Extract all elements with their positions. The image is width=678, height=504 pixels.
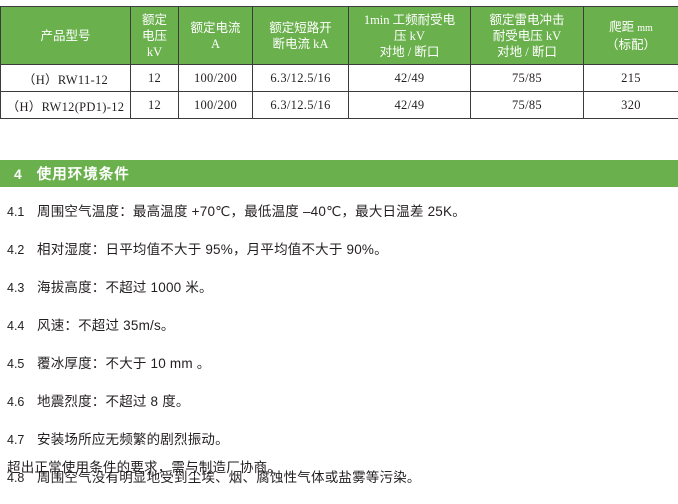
cell-model: （H）RW11-12 [1, 65, 131, 92]
cell-creepage: 320 [584, 92, 678, 119]
list-item-text: 风速：不超过 35m/s。 [37, 314, 678, 334]
closing-note: 超出正常使用条件的要求，需与制造厂协商。 [7, 456, 281, 476]
table-header-row: 产品型号 额定 电压 kV 额定电流 A 额定短路开 断电流 kA 1min 工… [1, 7, 678, 65]
header-line: 额定短路开 [255, 20, 346, 36]
list-item-number: 4.4 [7, 319, 37, 333]
header-line: 1min 工频耐受电 [351, 12, 468, 28]
cell-model: （H）RW12(PD1)-12 [1, 92, 131, 119]
list-item: 4.2 相对湿度：日平均值不大于 95%，月平均值不大于 90%。 [0, 238, 678, 276]
list-item-number: 4.5 [7, 357, 37, 371]
list-item-text: 地震烈度：不超过 8 度。 [37, 390, 678, 410]
header-line: 额定雷电冲击 [473, 12, 581, 28]
column-header-power-frequency-withstand: 1min 工频耐受电 压 kV 对地 / 断口 [349, 7, 471, 65]
cell-rated-voltage: 12 [131, 92, 179, 119]
header-line: 对地 / 断口 [473, 44, 581, 60]
section-title: 使用环境条件 [37, 163, 130, 184]
column-header-breaking-current: 额定短路开 断电流 kA [253, 7, 349, 65]
creepage-unit: mm [637, 23, 653, 34]
section-number: 4 [14, 166, 22, 182]
header-line: 额定电流 [181, 20, 250, 36]
specification-table: 产品型号 额定 电压 kV 额定电流 A 额定短路开 断电流 kA 1min 工… [0, 6, 678, 119]
list-item: 4.5 覆冰厚度：不大于 10 mm 。 [0, 352, 678, 390]
list-item-text: 周围空气温度：最高温度 +70℃，最低温度 –40℃，最大日温差 25K。 [37, 200, 678, 220]
list-item-number: 4.3 [7, 281, 37, 295]
list-item-text: 海拔高度：不超过 1000 米。 [37, 276, 678, 296]
list-item: 4.3 海拔高度：不超过 1000 米。 [0, 276, 678, 314]
header-line: 压 kV [351, 28, 468, 44]
column-header-rated-voltage: 额定 电压 kV [131, 7, 179, 65]
list-item-text: 覆冰厚度：不大于 10 mm 。 [37, 352, 678, 372]
cell-power-frequency: 42/49 [349, 65, 471, 92]
cell-rated-voltage: 12 [131, 65, 179, 92]
section-heading-bar: 4 使用环境条件 [0, 160, 678, 187]
cell-lightning-impulse: 75/85 [471, 92, 584, 119]
header-line: 爬距 mm [586, 19, 676, 37]
list-item: 4.6 地震烈度：不超过 8 度。 [0, 390, 678, 428]
cell-creepage: 215 [584, 65, 678, 92]
list-item: 4.1 周围空气温度：最高温度 +70℃，最低温度 –40℃，最大日温差 25K… [0, 200, 678, 238]
list-item-text: 相对湿度：日平均值不大于 95%，月平均值不大于 90%。 [37, 238, 678, 258]
list-item-number: 4.2 [7, 243, 37, 257]
cell-power-frequency: 42/49 [349, 92, 471, 119]
table-row: （H）RW12(PD1)-12 12 100/200 6.3/12.5/16 4… [1, 92, 678, 119]
creepage-label: 爬距 [609, 20, 634, 34]
column-header-model: 产品型号 [1, 7, 131, 65]
cell-breaking-current: 6.3/12.5/16 [253, 65, 349, 92]
column-header-creepage-distance: 爬距 mm （标配） [584, 7, 678, 65]
header-line: 断电流 kA [255, 36, 346, 52]
header-line: 额定 [133, 12, 176, 28]
list-item-number: 4.6 [7, 395, 37, 409]
list-item-text: 安装场所应无频繁的剧烈振动。 [37, 428, 678, 448]
header-line: （标配） [586, 37, 676, 53]
cell-breaking-current: 6.3/12.5/16 [253, 92, 349, 119]
header-line: 对地 / 断口 [351, 44, 468, 60]
cell-lightning-impulse: 75/85 [471, 65, 584, 92]
table-row: （H）RW11-12 12 100/200 6.3/12.5/16 42/49 … [1, 65, 678, 92]
column-header-lightning-impulse-withstand: 额定雷电冲击 耐受电压 kV 对地 / 断口 [471, 7, 584, 65]
spec-table-container: 产品型号 额定 电压 kV 额定电流 A 额定短路开 断电流 kA 1min 工… [0, 6, 678, 119]
cell-rated-current: 100/200 [179, 65, 253, 92]
cell-rated-current: 100/200 [179, 92, 253, 119]
header-line: 耐受电压 kV [473, 28, 581, 44]
header-line: A [181, 36, 250, 52]
column-header-rated-current: 额定电流 A [179, 7, 253, 65]
header-line: 产品型号 [3, 28, 128, 44]
list-item-number: 4.7 [7, 433, 37, 447]
header-line: kV [133, 44, 176, 60]
list-item: 4.4 风速：不超过 35m/s。 [0, 314, 678, 352]
header-line: 电压 [133, 28, 176, 44]
list-item-number: 4.1 [7, 205, 37, 219]
